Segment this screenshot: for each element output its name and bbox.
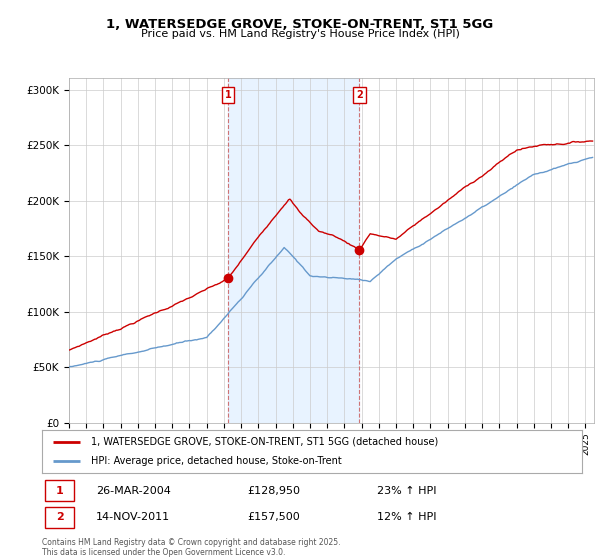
Text: HPI: Average price, detached house, Stoke-on-Trent: HPI: Average price, detached house, Stok… [91, 456, 341, 466]
Text: 1: 1 [224, 90, 231, 100]
Text: Price paid vs. HM Land Registry's House Price Index (HPI): Price paid vs. HM Land Registry's House … [140, 29, 460, 39]
FancyBboxPatch shape [45, 507, 74, 528]
FancyBboxPatch shape [45, 480, 74, 501]
Text: 1, WATERSEDGE GROVE, STOKE-ON-TRENT, ST1 5GG: 1, WATERSEDGE GROVE, STOKE-ON-TRENT, ST1… [106, 18, 494, 31]
Text: 14-NOV-2011: 14-NOV-2011 [96, 512, 170, 522]
Text: £157,500: £157,500 [247, 512, 300, 522]
Text: 1: 1 [56, 486, 64, 496]
Text: 23% ↑ HPI: 23% ↑ HPI [377, 486, 436, 496]
Text: 1, WATERSEDGE GROVE, STOKE-ON-TRENT, ST1 5GG (detached house): 1, WATERSEDGE GROVE, STOKE-ON-TRENT, ST1… [91, 437, 438, 447]
Text: 2: 2 [356, 90, 363, 100]
Text: 12% ↑ HPI: 12% ↑ HPI [377, 512, 436, 522]
Text: 26-MAR-2004: 26-MAR-2004 [96, 486, 171, 496]
Text: 2: 2 [56, 512, 64, 522]
Bar [228, 78, 359, 423]
Text: £128,950: £128,950 [247, 486, 300, 496]
Text: Contains HM Land Registry data © Crown copyright and database right 2025.
This d: Contains HM Land Registry data © Crown c… [42, 538, 341, 557]
